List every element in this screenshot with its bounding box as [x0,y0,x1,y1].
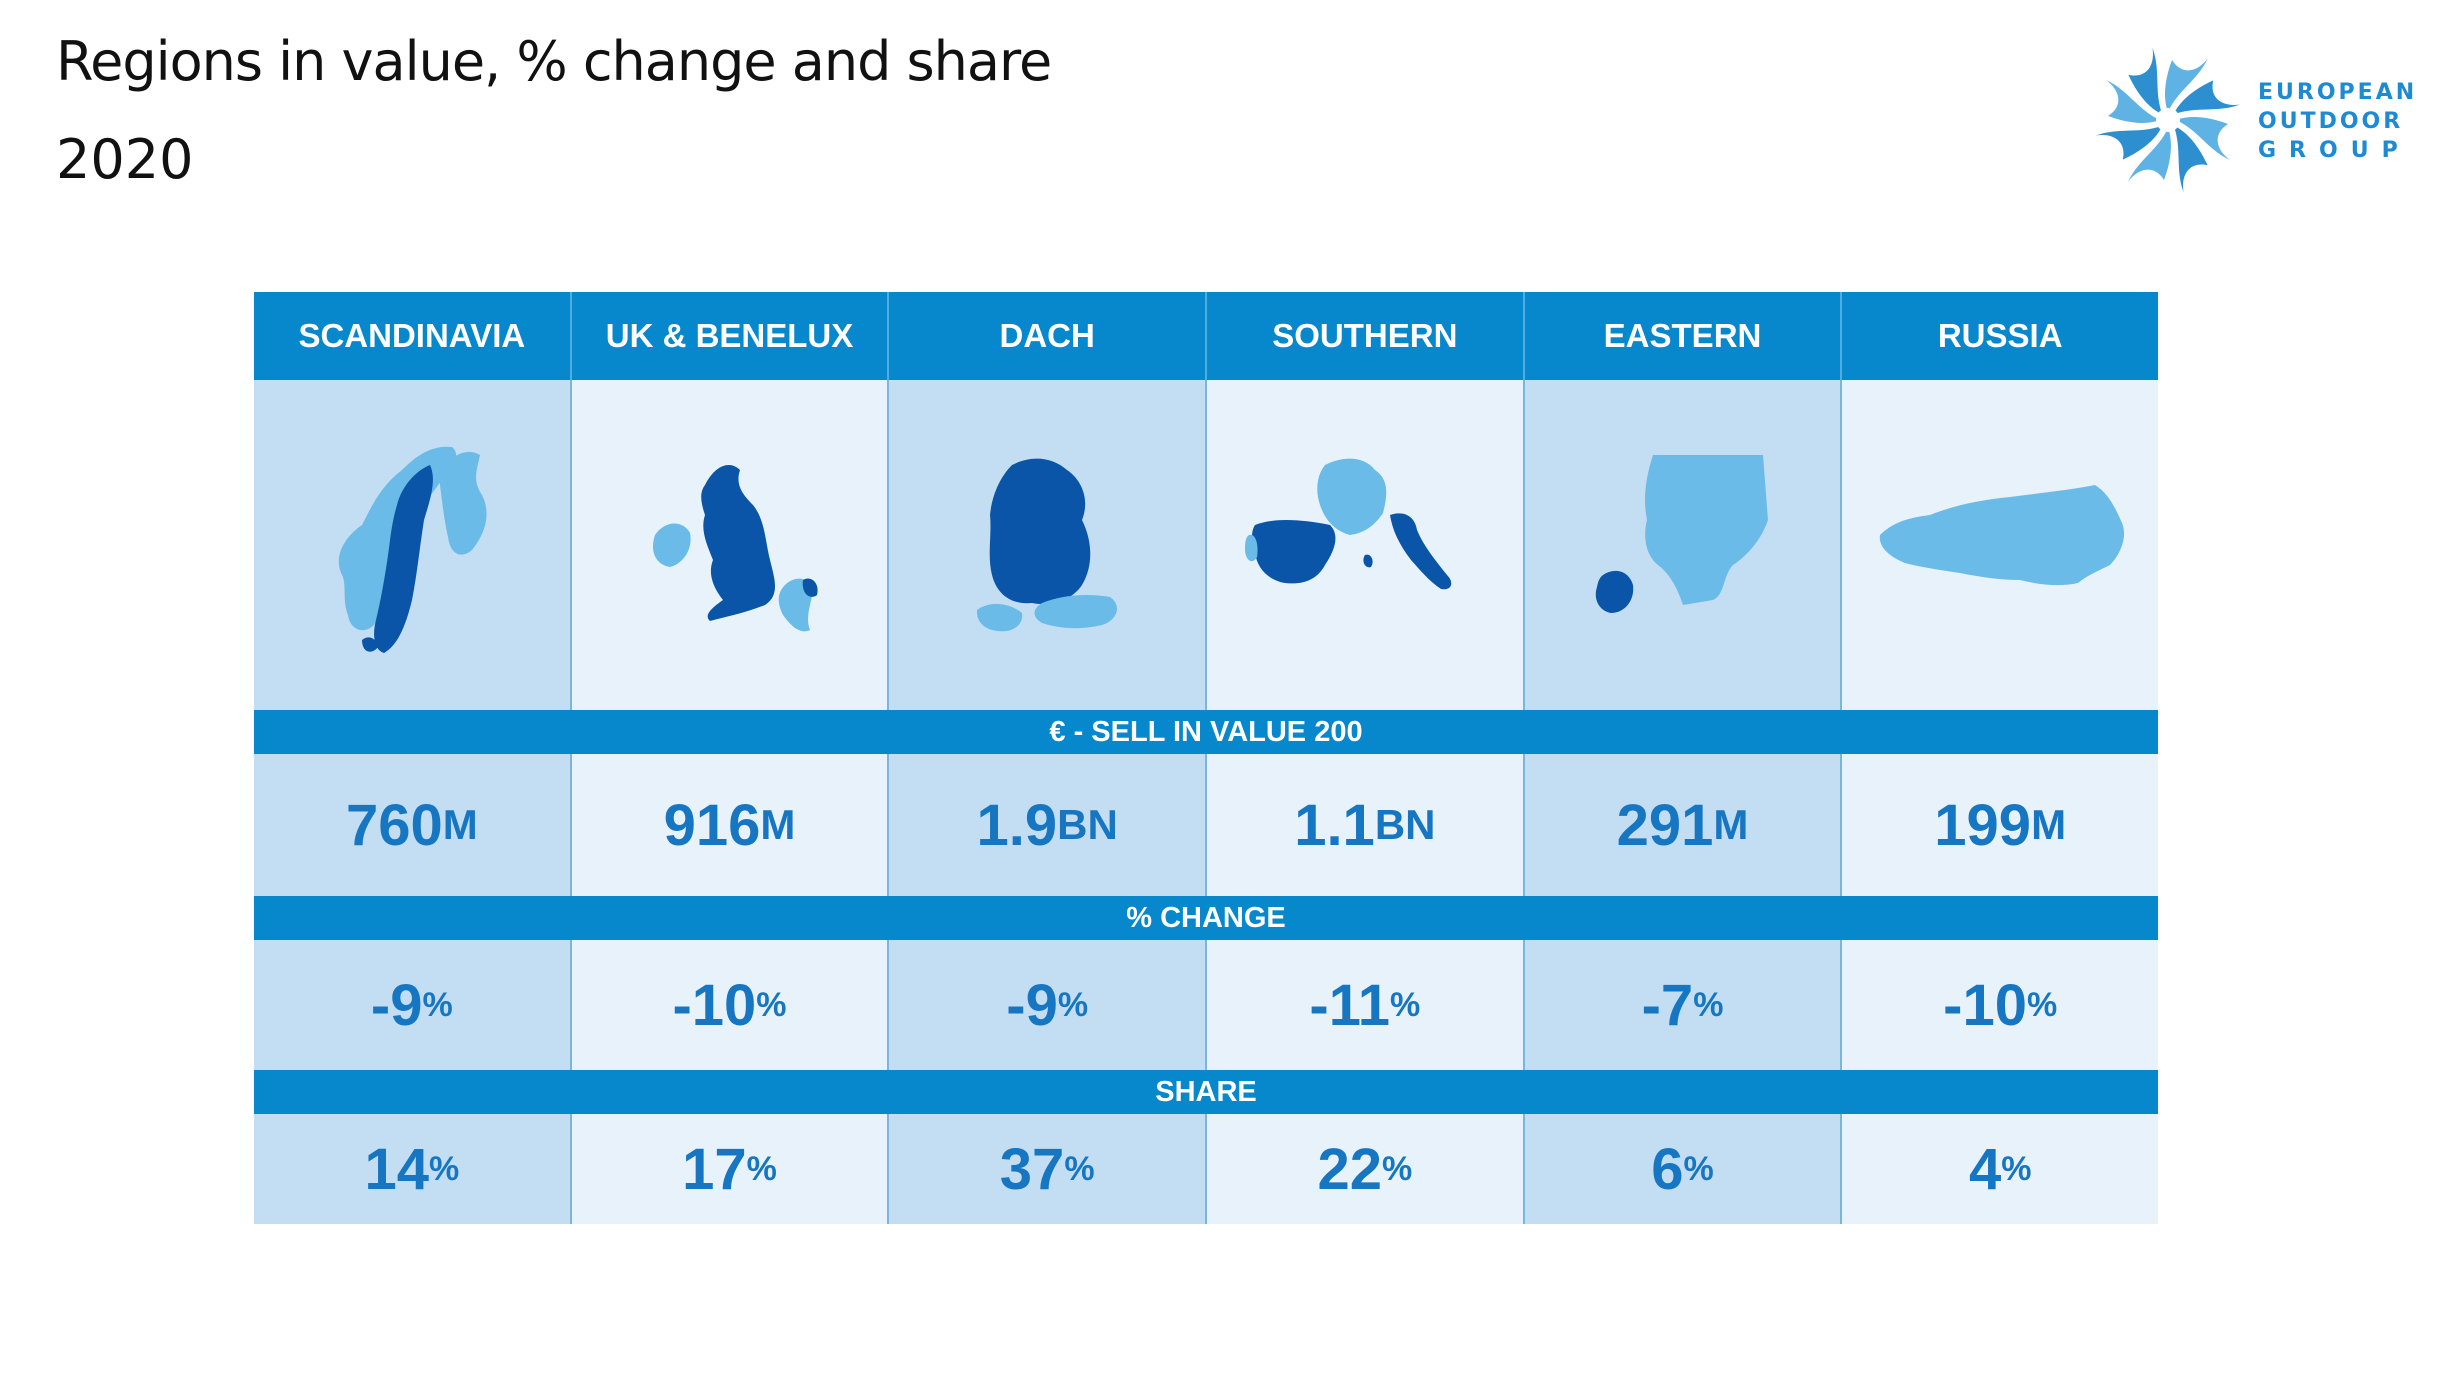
value-number: 760 [345,792,443,858]
change-number: -9 [370,972,423,1038]
map-cell-dach [889,380,1208,710]
share-cell-eastern: 6% [1524,1114,1843,1224]
change-cell-eastern: -7% [1524,940,1843,1070]
map-cell-eastern [1524,380,1843,710]
value-unit: M [1713,801,1749,848]
region-header-eastern: EASTERN [1525,292,1843,380]
region-header-row: SCANDINAVIA UK & BENELUX DACH SOUTHERN E… [254,292,2158,380]
change-cell-scandinavia: -9% [254,940,572,1070]
change-unit: % [2026,985,2058,1024]
region-maps-row [254,380,2159,710]
share-unit: % [1064,1149,1095,1188]
region-header-dach: DACH [889,292,1208,380]
value-unit: M [2031,801,2067,848]
share-number: 37 [999,1136,1065,1202]
share-unit: % [2001,1149,2032,1188]
share-cell-southern: 22% [1207,1114,1525,1224]
value-unit: BN [1374,801,1436,848]
map-cell-russia [1842,380,2159,710]
regions-table: SCANDINAVIA UK & BENELUX DACH SOUTHERN E… [254,292,2159,1224]
region-header-russia: RUSSIA [1937,317,2063,354]
share-number: 22 [1317,1136,1382,1202]
dach-map-icon [977,458,1118,632]
share-number: 17 [682,1136,747,1202]
value-cell-uk-benelux: 916 M [571,754,890,896]
southern-europe-map-icon [1244,458,1452,590]
change-number: -9 [1006,972,1058,1038]
value-number: 1.9 [976,792,1058,858]
page-title: Regions in value, % change and share [56,30,1052,93]
eastern-europe-map-icon [1595,455,1768,613]
change-unit: % [756,985,787,1024]
scandinavia-map-icon [338,446,487,653]
value-number: 199 [1934,792,2032,858]
share-unit: % [1381,1149,1413,1188]
value-unit: BN [1057,801,1118,848]
share-number: 6 [1651,1136,1684,1202]
change-unit: % [422,985,453,1024]
logo-line-2: OUTDOOR [2258,109,2404,134]
region-header-southern: SOUTHERN [1207,292,1525,380]
region-header-uk-benelux: UK & BENELUX [572,292,890,380]
share-cell-dach: 37% [889,1114,1208,1224]
section-label-percent-change: % CHANGE [254,896,2158,940]
share-cell-russia: 4% [1842,1114,2159,1224]
change-cell-southern: -11% [1207,940,1525,1070]
share-unit: % [428,1149,460,1188]
share-unit: % [746,1149,777,1188]
value-cell-southern: 1.1 BN [1207,754,1525,896]
value-row: 760 M 916 M 1.9 BN 1.1 BN 291 M 199 M [254,754,2159,896]
company-logo: EUROPEAN OUTDOOR GROUP [2090,47,2420,198]
value-number: 1.1 [1294,792,1375,858]
share-number: 4 [1968,1136,2002,1202]
section-label-share: SHARE [254,1070,2158,1114]
value-unit: M [760,801,796,848]
value-cell-scandinavia: 760 M [254,754,572,896]
value-number: 916 [663,792,761,858]
logo-line-3: GROUP [2258,138,2411,163]
map-cell-scandinavia [254,380,572,710]
share-cell-scandinavia: 14% [254,1114,572,1224]
share-number: 14 [364,1136,429,1202]
map-cell-southern [1207,380,1525,710]
uk-benelux-map-icon [652,465,818,632]
logo-wordmark: EUROPEAN OUTDOOR GROUP [2258,78,2417,165]
region-header-scandinavia: SCANDINAVIA [254,292,572,380]
share-unit: % [1683,1149,1714,1188]
value-number: 291 [1616,792,1714,858]
section-label-sell-in-value: € - SELL IN VALUE 200 [254,710,2158,754]
page-subtitle: 2020 [56,128,194,191]
russia-map-icon [1879,485,2125,586]
change-cell-russia: -10% [1842,940,2159,1070]
change-unit: % [1057,985,1089,1024]
change-number: -10 [672,972,757,1038]
change-row: -9% -10% -9% -11% -7% -10% [254,940,2159,1070]
value-cell-eastern: 291 M [1524,754,1843,896]
change-number: -11 [1309,972,1391,1038]
change-unit: % [1390,985,1421,1024]
change-cell-dach: -9% [889,940,1208,1070]
share-cell-uk-benelux: 17% [571,1114,890,1224]
value-cell-russia: 199 M [1842,754,2159,896]
change-number: -7 [1641,972,1694,1038]
map-cell-uk-benelux [571,380,890,710]
logo-line-1: EUROPEAN [2258,80,2418,105]
pinwheel-logo-icon [2095,47,2241,193]
change-unit: % [1693,985,1724,1024]
change-number: -10 [1943,972,2027,1038]
value-unit: M [442,801,478,848]
value-cell-dach: 1.9 BN [889,754,1208,896]
change-cell-uk-benelux: -10% [571,940,890,1070]
share-row: 14% 17% 37% 22% 6% 4% [254,1114,2159,1224]
